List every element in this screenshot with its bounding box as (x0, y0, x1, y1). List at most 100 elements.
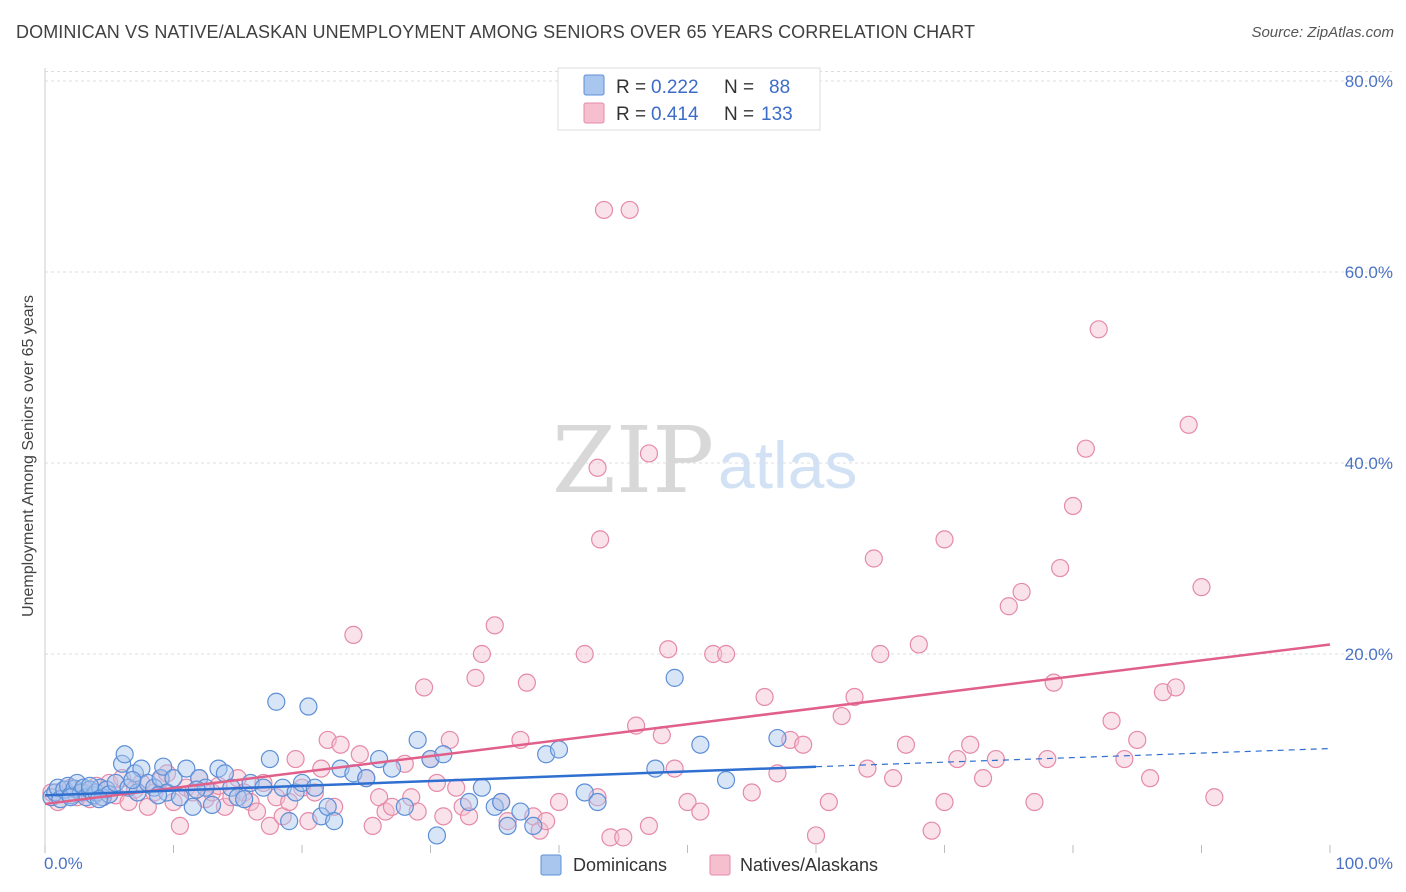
point-dominican (427, 826, 447, 845)
point-native (986, 749, 1006, 769)
point-native (498, 812, 517, 831)
point-dominican (691, 735, 710, 754)
trend-lines (44, 643, 1331, 806)
x-tick-label-min: 0.0% (44, 854, 83, 873)
watermark-atlas: atlas (718, 428, 857, 502)
point-native (414, 678, 434, 697)
point-dominican (115, 745, 134, 764)
y-tick-label: 40.0% (1345, 454, 1393, 473)
point-native (948, 749, 967, 769)
point-native (620, 200, 639, 220)
point-dominican (123, 770, 142, 790)
point-native (517, 673, 536, 692)
point-native (1089, 320, 1108, 339)
point-native (472, 644, 491, 664)
point-dominican (267, 692, 286, 711)
point-native (819, 792, 838, 812)
legend-swatch-natives (709, 854, 731, 876)
point-dominican (716, 770, 736, 790)
y-tick-label: 80.0% (1345, 72, 1393, 91)
stats-r-label-blue: R = (616, 77, 646, 98)
y-tick-label: 60.0% (1345, 263, 1393, 282)
point-native (260, 816, 279, 836)
point-native (350, 745, 369, 764)
point-native (678, 792, 697, 812)
point-native (755, 687, 774, 707)
legend-swatch-dominicans (540, 854, 562, 876)
point-native (922, 821, 941, 840)
point-native (665, 759, 684, 778)
point-dominican (395, 797, 414, 816)
point-native (832, 706, 851, 726)
source-note: Source: ZipAtlas.com (1251, 24, 1394, 41)
point-dominican (498, 816, 517, 836)
point-native (344, 625, 363, 645)
point-native (864, 549, 883, 568)
point-native (485, 616, 504, 635)
point-dominican (549, 740, 569, 759)
watermark: ZIP atlas (552, 407, 857, 514)
stats-r-label-pink: R = (616, 104, 646, 125)
point-native (591, 530, 610, 549)
point-dominican (408, 730, 427, 750)
trend-line-dominicans-extension (815, 747, 1331, 768)
point-native (691, 802, 710, 821)
point-native (434, 807, 453, 826)
stats-r-pink: 0.414 (651, 104, 699, 125)
x-axis-ticks (44, 845, 1331, 853)
legend: Dominicans Natives/Alaskans (540, 854, 878, 876)
point-native (845, 687, 864, 707)
point-dominican (646, 759, 665, 778)
stats-swatch-pink (583, 102, 605, 124)
point-native (305, 783, 324, 802)
point-native (247, 802, 267, 821)
point-dominican (61, 788, 80, 807)
point-native (794, 735, 813, 754)
gridlines (45, 70, 1393, 655)
point-dominican (472, 778, 491, 797)
point-native (1102, 711, 1121, 730)
point-native (806, 826, 826, 845)
point-native (549, 792, 569, 812)
trend-line-dominicans (44, 765, 817, 797)
natives-points (42, 200, 1224, 847)
stats-n-label-pink: N = (724, 104, 754, 125)
point-dominican (299, 697, 318, 716)
point-native (447, 778, 466, 797)
stats-n-blue: 88 (769, 77, 790, 98)
point-native (1205, 788, 1224, 807)
point-native (871, 644, 890, 664)
stats-r-blue: 0.222 (651, 77, 699, 98)
point-native (1051, 558, 1070, 578)
point-dominican (575, 783, 594, 802)
point-native (639, 444, 659, 463)
stats-swatch-blue (583, 74, 605, 96)
point-native (1179, 415, 1198, 434)
point-dominican (260, 749, 279, 769)
point-native (601, 828, 620, 847)
point-native (170, 816, 190, 836)
point-native (614, 828, 633, 847)
point-dominican (768, 728, 787, 748)
point-native (325, 797, 344, 816)
point-native (704, 644, 723, 664)
point-native (1192, 578, 1211, 597)
point-native (896, 735, 916, 754)
point-dominican (325, 812, 344, 831)
trend-line-natives (44, 643, 1331, 806)
point-dominican (183, 797, 202, 816)
point-native (742, 783, 761, 802)
point-native (466, 668, 485, 687)
point-dominican (588, 792, 607, 812)
point-native (1140, 769, 1160, 788)
y-axis-tick-labels: 20.0% 40.0% 60.0% 80.0% (1345, 72, 1393, 664)
point-dominican (286, 783, 305, 802)
point-native (588, 458, 607, 477)
point-native (639, 816, 659, 836)
point-native (1063, 496, 1083, 516)
point-dominican (170, 788, 190, 807)
point-native (935, 530, 954, 549)
point-native (382, 797, 402, 816)
legend-label-natives: Natives/Alaskans (740, 855, 878, 875)
point-native (575, 644, 594, 664)
